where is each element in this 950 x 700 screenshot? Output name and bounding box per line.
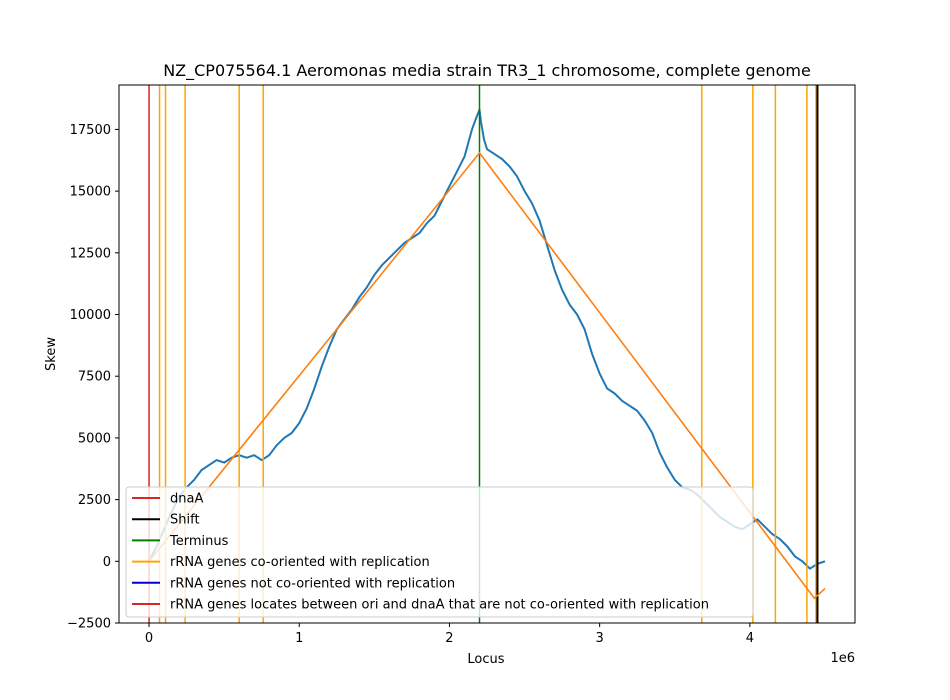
plot-frame <box>118 84 856 624</box>
legend-label: Shift <box>170 513 200 528</box>
plot-area <box>148 85 826 623</box>
chart-title: NZ_CP075564.1 Aeromonas media strain TR3… <box>163 61 811 81</box>
y-tick-label: 7500 <box>78 370 111 385</box>
y-tick-label: −2500 <box>67 617 111 632</box>
y-tick-label: 12500 <box>70 246 111 261</box>
legend-label: rRNA genes not co-oriented with replicat… <box>170 576 455 591</box>
y-tick-label: 5000 <box>78 431 111 446</box>
fit-line <box>148 151 826 600</box>
legend-label: rRNA genes locates between ori and dnaA … <box>170 598 709 613</box>
y-tick-label: 17500 <box>70 123 111 138</box>
x-tick-label: 3 <box>596 631 604 646</box>
x-tick-label: 1 <box>295 631 303 646</box>
y-tick-label: 15000 <box>70 185 111 200</box>
y-tick-label: 10000 <box>70 308 111 323</box>
legend-label: Terminus <box>169 534 229 549</box>
legend-label: dnaA <box>170 492 203 507</box>
x-tick-label: 4 <box>746 631 754 646</box>
y-tick-label: 2500 <box>78 493 111 508</box>
legend-label: rRNA genes co-oriented with replication <box>170 555 430 570</box>
x-tick-label: 2 <box>445 631 453 646</box>
x-tick-label: 0 <box>145 631 153 646</box>
legend-box <box>125 486 754 618</box>
x-axis-label: Locus <box>467 652 504 667</box>
y-tick-label: 0 <box>103 555 111 570</box>
legend: dnaA Shift Terminus rRNA genes co-oriented … <box>125 486 754 618</box>
y-axis-label: Skew <box>44 337 59 371</box>
axis-ticks: 0 1 2 3 4 −2500 0 2500 5000 7500 10000 12500 15000 17… <box>67 123 754 646</box>
x-offset-label: 1e6 <box>830 651 855 666</box>
